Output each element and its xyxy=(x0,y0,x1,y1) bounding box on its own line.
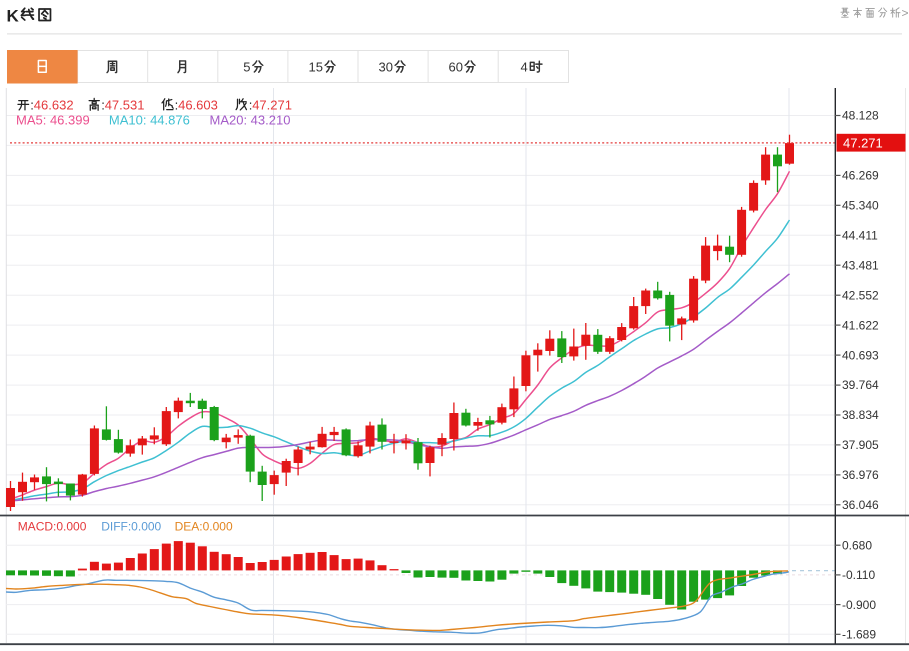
svg-text:37.905: 37.905 xyxy=(842,438,879,452)
svg-text:42.552: 42.552 xyxy=(842,288,879,302)
svg-text:K: K xyxy=(7,7,20,26)
svg-text:5: 5 xyxy=(243,60,250,75)
svg-text:30: 30 xyxy=(379,60,393,75)
svg-text:MACD:0.000: MACD:0.000 xyxy=(18,519,87,533)
svg-text:38.834: 38.834 xyxy=(842,408,879,422)
svg-text:40.693: 40.693 xyxy=(842,348,879,362)
svg-text:MA5: 46.399: MA5: 46.399 xyxy=(16,112,90,127)
svg-text:0.680: 0.680 xyxy=(842,538,872,552)
svg-text:36.976: 36.976 xyxy=(842,468,879,482)
svg-text:46.269: 46.269 xyxy=(842,169,879,183)
svg-text:-0.110: -0.110 xyxy=(842,568,875,582)
svg-text:60: 60 xyxy=(449,60,463,75)
svg-text:47.531: 47.531 xyxy=(105,97,145,112)
svg-text:MA20: 43.210: MA20: 43.210 xyxy=(210,112,291,127)
svg-text:41.622: 41.622 xyxy=(842,318,879,332)
svg-text:>: > xyxy=(902,6,909,20)
svg-text:46.632: 46.632 xyxy=(34,97,74,112)
svg-text:45.340: 45.340 xyxy=(842,199,879,213)
svg-text:46.603: 46.603 xyxy=(178,97,218,112)
svg-text:15: 15 xyxy=(309,60,323,75)
svg-text:47.271: 47.271 xyxy=(843,136,883,151)
svg-text:48.128: 48.128 xyxy=(842,109,879,123)
svg-text:39.764: 39.764 xyxy=(842,378,879,392)
svg-text:44.411: 44.411 xyxy=(842,229,878,243)
svg-text::: : xyxy=(249,97,253,112)
svg-text:DIFF:0.000: DIFF:0.000 xyxy=(101,519,161,533)
svg-text:43.481: 43.481 xyxy=(842,258,879,272)
svg-text:-1.689: -1.689 xyxy=(842,628,876,642)
svg-text:MA10: 44.876: MA10: 44.876 xyxy=(109,112,190,127)
svg-text::: : xyxy=(30,97,34,112)
svg-text::: : xyxy=(175,97,179,112)
svg-text:-0.900: -0.900 xyxy=(842,598,876,612)
svg-text:4: 4 xyxy=(521,60,528,75)
svg-text::: : xyxy=(101,97,105,112)
svg-text:47.271: 47.271 xyxy=(252,97,292,112)
svg-text:36.046: 36.046 xyxy=(842,498,879,512)
svg-text:DEA:0.000: DEA:0.000 xyxy=(175,519,233,533)
